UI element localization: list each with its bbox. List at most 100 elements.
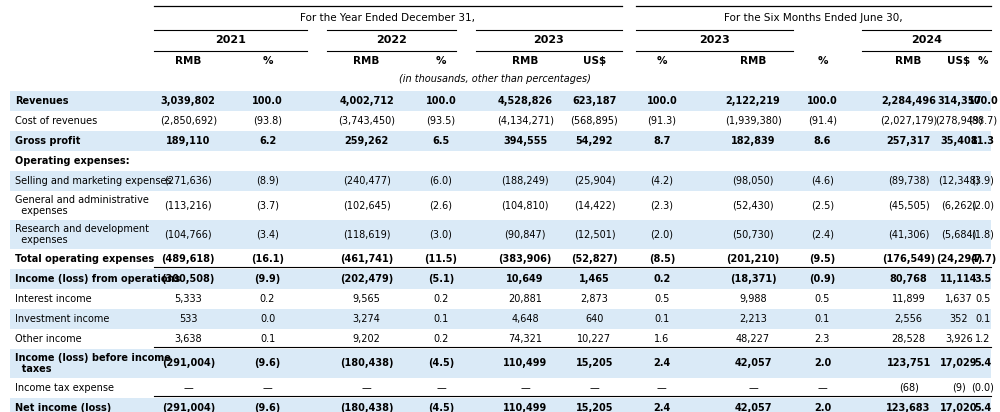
Text: (25,904): (25,904) <box>574 176 615 186</box>
Text: (3.4): (3.4) <box>256 229 279 239</box>
Text: (52,430): (52,430) <box>732 200 774 211</box>
Text: RMB: RMB <box>895 56 922 66</box>
Text: (88.7): (88.7) <box>968 116 997 126</box>
Text: (41,306): (41,306) <box>888 229 929 239</box>
Text: Other income: Other income <box>15 334 81 344</box>
Text: 2,873: 2,873 <box>581 294 608 304</box>
Text: —: — <box>263 383 272 393</box>
Text: 0.5: 0.5 <box>654 294 670 304</box>
Text: taxes: taxes <box>15 364 51 374</box>
Text: (202,479): (202,479) <box>340 274 393 284</box>
Text: 10,227: 10,227 <box>577 334 612 344</box>
Text: 74,321: 74,321 <box>508 334 542 344</box>
Text: (461,741): (461,741) <box>340 254 393 264</box>
Text: Operating expenses:: Operating expenses: <box>15 156 129 166</box>
Text: RMB: RMB <box>175 56 201 66</box>
FancyBboxPatch shape <box>10 171 991 191</box>
Text: (12,348): (12,348) <box>938 176 980 186</box>
Text: US$: US$ <box>583 56 606 66</box>
Text: (68): (68) <box>899 383 919 393</box>
Text: 3,274: 3,274 <box>353 314 381 324</box>
Text: (in thousands, other than percentages): (in thousands, other than percentages) <box>399 74 591 84</box>
Text: (6.0): (6.0) <box>429 176 452 186</box>
Text: 100.0: 100.0 <box>646 96 677 106</box>
Text: (300,508): (300,508) <box>162 274 215 284</box>
Text: 2.3: 2.3 <box>815 334 830 344</box>
Text: (98,050): (98,050) <box>732 176 774 186</box>
Text: Net income (loss): Net income (loss) <box>15 403 111 412</box>
Text: (271,636): (271,636) <box>164 176 212 186</box>
Text: 8.6: 8.6 <box>814 136 831 146</box>
Text: (118,619): (118,619) <box>343 229 390 239</box>
Text: expenses: expenses <box>15 235 67 245</box>
Text: 80,768: 80,768 <box>890 274 927 284</box>
Text: Income (loss) from operations: Income (loss) from operations <box>15 274 180 284</box>
Text: (291,004): (291,004) <box>162 403 215 412</box>
FancyBboxPatch shape <box>10 91 991 111</box>
Text: 0.1: 0.1 <box>975 314 991 324</box>
Text: (2.4): (2.4) <box>811 229 834 239</box>
FancyBboxPatch shape <box>10 220 991 249</box>
Text: 2.0: 2.0 <box>814 403 831 412</box>
Text: 100.0: 100.0 <box>252 96 283 106</box>
Text: (18,371): (18,371) <box>730 274 776 284</box>
Text: (5.1): (5.1) <box>428 274 454 284</box>
Text: 0.2: 0.2 <box>433 334 449 344</box>
Text: (9.6): (9.6) <box>254 358 281 368</box>
Text: 0.1: 0.1 <box>654 314 669 324</box>
Text: Revenues: Revenues <box>15 96 68 106</box>
Text: —: — <box>362 383 371 393</box>
FancyBboxPatch shape <box>10 309 991 329</box>
Text: %: % <box>436 56 446 66</box>
Text: 5.4: 5.4 <box>974 358 992 368</box>
Text: 6.2: 6.2 <box>259 136 276 146</box>
Text: 182,839: 182,839 <box>731 136 775 146</box>
Text: (0.0): (0.0) <box>971 383 994 393</box>
Text: (104,766): (104,766) <box>164 229 212 239</box>
Text: (180,438): (180,438) <box>340 403 393 412</box>
Text: expenses: expenses <box>15 206 67 216</box>
Text: Research and development: Research and development <box>15 224 149 234</box>
Text: (2.0): (2.0) <box>971 200 994 211</box>
Text: Interest income: Interest income <box>15 294 91 304</box>
Text: (5,684): (5,684) <box>941 229 977 239</box>
Text: 4,528,826: 4,528,826 <box>498 96 553 106</box>
FancyBboxPatch shape <box>10 289 991 309</box>
Text: 110,499: 110,499 <box>503 403 547 412</box>
Text: (3.9): (3.9) <box>971 176 994 186</box>
Text: 54,292: 54,292 <box>576 136 613 146</box>
Text: (11.5): (11.5) <box>424 254 457 264</box>
Text: 533: 533 <box>179 314 198 324</box>
Text: %: % <box>978 56 988 66</box>
Text: 0.1: 0.1 <box>815 314 830 324</box>
Text: 2023: 2023 <box>534 35 564 45</box>
Text: (12,501): (12,501) <box>574 229 615 239</box>
Text: 0.1: 0.1 <box>433 314 449 324</box>
Text: %: % <box>657 56 667 66</box>
Text: (52,827): (52,827) <box>571 254 618 264</box>
Text: 48,227: 48,227 <box>736 334 770 344</box>
FancyBboxPatch shape <box>10 398 991 412</box>
Text: (4.5): (4.5) <box>428 358 454 368</box>
Text: (2.0): (2.0) <box>650 229 673 239</box>
Text: 42,057: 42,057 <box>734 358 772 368</box>
Text: (278,949): (278,949) <box>935 116 983 126</box>
Text: (180,438): (180,438) <box>340 358 393 368</box>
Text: (240,477): (240,477) <box>343 176 391 186</box>
Text: —: — <box>657 383 667 393</box>
Text: 0.2: 0.2 <box>260 294 275 304</box>
Text: 257,317: 257,317 <box>886 136 931 146</box>
FancyBboxPatch shape <box>10 191 991 220</box>
Text: 11,899: 11,899 <box>892 294 925 304</box>
Text: (4.5): (4.5) <box>428 403 454 412</box>
Text: 1.6: 1.6 <box>654 334 669 344</box>
Text: (91.3): (91.3) <box>647 116 676 126</box>
Text: Gross profit: Gross profit <box>15 136 80 146</box>
Text: 1,637: 1,637 <box>945 294 973 304</box>
Text: 2.4: 2.4 <box>653 358 670 368</box>
Text: (4,134,271): (4,134,271) <box>497 116 554 126</box>
Text: 2.0: 2.0 <box>814 358 831 368</box>
Text: 2,122,219: 2,122,219 <box>726 96 780 106</box>
Text: (3,743,450): (3,743,450) <box>338 116 395 126</box>
Text: 11.3: 11.3 <box>971 136 995 146</box>
